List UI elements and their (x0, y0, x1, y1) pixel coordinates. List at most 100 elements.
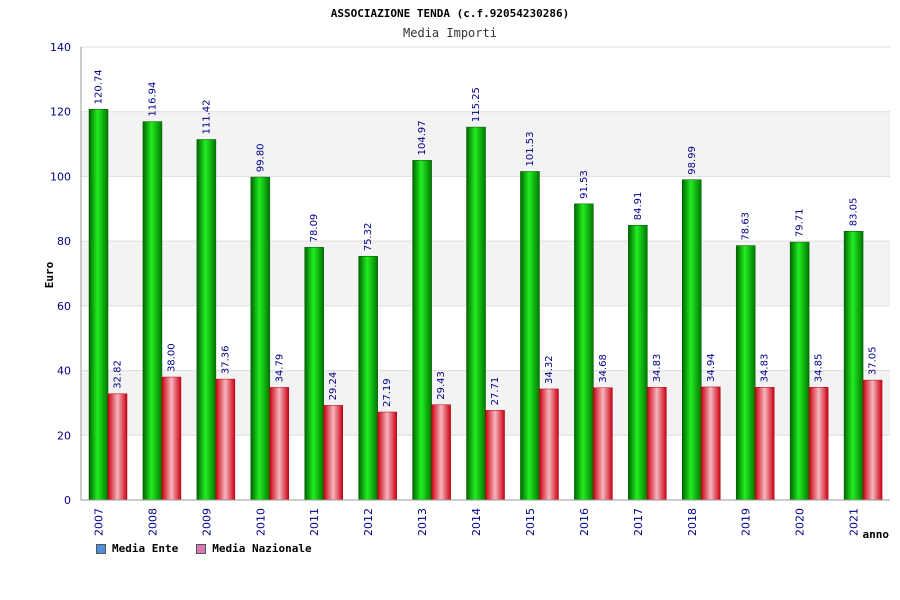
x-axis-label: anno (863, 528, 890, 541)
x-tick-label: 2015 (524, 508, 537, 536)
y-tick-label: 40 (57, 365, 71, 378)
bar-media-ente (358, 256, 378, 501)
chart-title: ASSOCIAZIONE TENDA (c.f.92054230286) (331, 7, 569, 20)
bar-media-nazionale (323, 405, 343, 501)
x-tick-label: 2020 (794, 508, 807, 536)
x-tick-label: 2011 (308, 508, 321, 536)
bar-media-ente (88, 109, 109, 501)
x-tick-label: 2007 (93, 508, 106, 536)
bar-media-nazionale (161, 376, 182, 501)
data-label-media-ente: 84.91 (633, 192, 644, 221)
bar-media-ente (466, 126, 486, 501)
data-label-media-nazionale: 34.94 (706, 353, 717, 382)
data-label-media-nazionale: 27.19 (382, 378, 393, 407)
data-label-media-nazionale: 37.05 (868, 346, 879, 375)
bar-media-ente (574, 203, 594, 501)
bar-media-nazionale (431, 404, 451, 501)
bar-media-nazionale (539, 388, 559, 501)
bar-media-nazionale (215, 378, 236, 501)
bar-media-nazionale (107, 393, 128, 501)
x-tick-label: 2013 (416, 508, 429, 536)
data-label-media-ente: 120.74 (94, 69, 105, 104)
y-tick-label: 100 (50, 170, 71, 183)
x-tick-label: 2016 (578, 508, 591, 536)
y-tick-label: 120 (50, 106, 71, 119)
bar-media-ente (843, 231, 864, 501)
y-tick-label: 140 (50, 41, 71, 54)
x-tick-label: 2018 (686, 508, 699, 536)
data-label-media-nazionale: 29.43 (436, 371, 447, 400)
legend-label-media-ente: Media Ente (112, 542, 179, 555)
data-label-media-nazionale: 34.85 (814, 354, 825, 383)
data-label-media-ente: 115.25 (471, 87, 482, 122)
bar-media-ente (412, 160, 432, 501)
bar-media-ente (520, 171, 540, 501)
x-tick-label: 2009 (200, 508, 213, 536)
data-label-media-nazionale: 34.32 (544, 355, 555, 384)
legend-item-media-nazionale: Media Nazionale (196, 542, 312, 555)
y-tick-label: 80 (57, 235, 71, 248)
data-label-media-ente: 99.80 (255, 143, 266, 172)
data-label-media-ente: 83.05 (849, 198, 860, 227)
x-tick-label: 2019 (740, 508, 753, 536)
bar-media-ente (142, 121, 163, 501)
bar-media-nazionale (593, 387, 613, 501)
data-label-media-nazionale: 34.68 (598, 354, 609, 383)
chart-subtitle: Media Importi (403, 26, 497, 40)
data-label-media-ente: 111.42 (201, 99, 212, 134)
bar-media-nazionale (269, 387, 290, 501)
data-label-media-nazionale: 38.00 (166, 343, 177, 372)
data-label-media-nazionale: 37.36 (220, 345, 231, 374)
bar-media-ente (735, 245, 756, 501)
bar-media-ente (682, 179, 702, 501)
data-labels: 120.74 32.82 116.94 38.00 111.42 37.36 99.80 34… (94, 69, 879, 407)
bar-media-nazionale (862, 379, 883, 501)
data-label-media-ente: 78.63 (741, 212, 752, 241)
data-label-media-nazionale: 32.82 (113, 360, 124, 389)
bar-media-nazionale (808, 386, 829, 501)
data-label-media-ente: 79.71 (795, 208, 806, 237)
data-label-media-nazionale: 34.83 (652, 354, 663, 383)
legend-swatch-media-ente (96, 543, 106, 554)
bar-media-ente (304, 247, 324, 501)
y-axis-label: Euro (43, 261, 56, 288)
y-axis-ticks: 0 20 40 60 80 100 120 140 (50, 41, 71, 507)
bar-media-ente (789, 241, 810, 501)
data-label-media-nazionale: 34.79 (274, 354, 285, 383)
data-label-media-ente: 101.53 (525, 131, 536, 166)
data-label-media-ente: 78.09 (309, 214, 320, 243)
grid-band (81, 47, 890, 112)
data-label-media-ente: 116.94 (147, 82, 158, 117)
bar-media-ente (628, 225, 648, 501)
y-tick-label: 20 (57, 429, 71, 442)
x-tick-label: 2021 (848, 508, 861, 536)
legend-item-media-ente: Media Ente (96, 542, 178, 555)
x-tick-label: 2014 (470, 508, 483, 536)
x-tick-label: 2017 (632, 508, 645, 536)
bars (88, 109, 883, 501)
data-label-media-ente: 98.99 (687, 146, 698, 175)
bar-media-ente (196, 139, 217, 501)
x-axis-ticks: 2007 2008 2009 2010 2011 2012 2013 2014 2015 2016… (93, 508, 861, 536)
x-tick-label: 2010 (254, 508, 267, 536)
x-tick-label: 2008 (146, 508, 159, 536)
legend-swatch-media-nazionale (196, 543, 207, 554)
x-tick-label: 2012 (362, 508, 375, 536)
bar-media-nazionale (377, 411, 397, 501)
data-label-media-nazionale: 29.24 (328, 372, 339, 401)
y-tick-label: 60 (57, 300, 71, 313)
data-label-media-ente: 75.32 (363, 223, 374, 252)
data-label-media-nazionale: 27.71 (490, 377, 501, 406)
bar-media-nazionale (701, 386, 721, 501)
bar-media-nazionale (485, 410, 505, 501)
legend: Media Ente Media Nazionale (96, 542, 312, 555)
bar-media-ente (250, 176, 271, 501)
bar-media-nazionale (647, 387, 667, 501)
data-label-media-ente: 91.53 (579, 170, 590, 199)
data-label-media-nazionale: 34.83 (760, 354, 771, 383)
bar-media-nazionale (754, 387, 775, 501)
y-tick-label: 0 (64, 494, 71, 507)
data-label-media-ente: 104.97 (417, 120, 428, 155)
legend-label-media-nazionale: Media Nazionale (212, 542, 312, 555)
